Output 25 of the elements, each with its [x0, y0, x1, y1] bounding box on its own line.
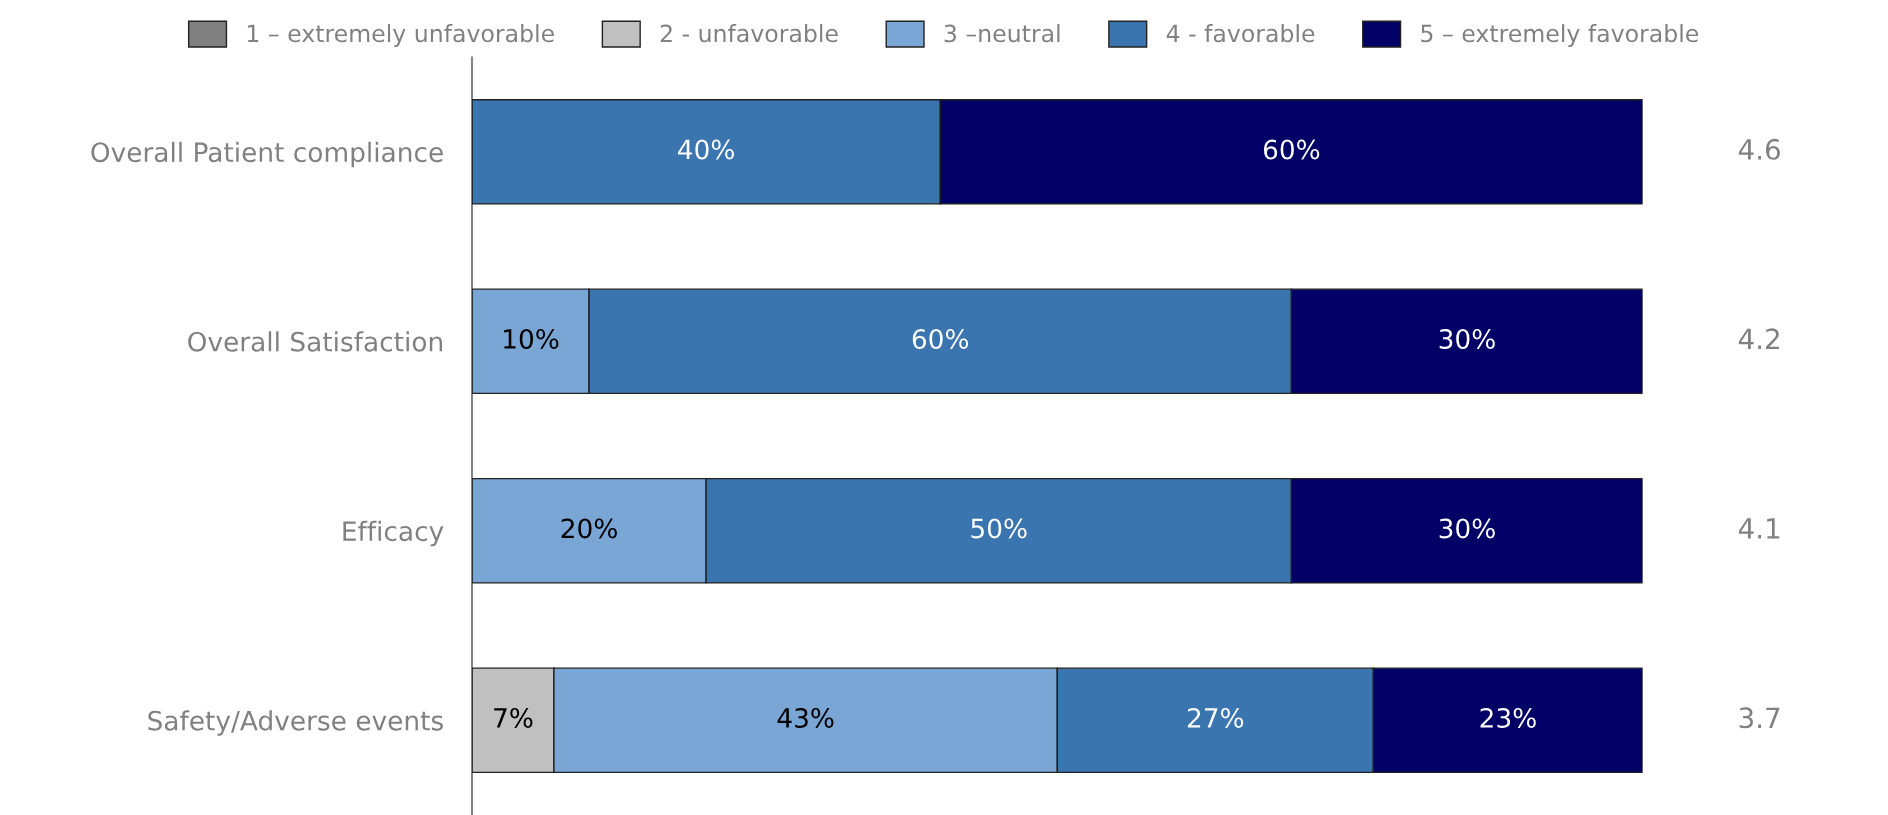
data-label: 50% — [971, 518, 1027, 539]
y-tick-label: Overall Patient compliance — [91, 141, 443, 168]
text: 4.6 — [1738, 138, 1780, 160]
data-label: 7% — [494, 707, 533, 728]
text: 3.7 — [1739, 707, 1780, 729]
y-tick-label: Efficacy — [343, 520, 444, 547]
data-label: 60% — [1263, 139, 1320, 160]
data-label: 40% — [678, 139, 734, 160]
data-label: 30% — [1439, 518, 1495, 539]
text: 4.1 — [1738, 518, 1780, 539]
data-label: 10% — [504, 328, 559, 349]
legend-label: 1 – extremely unfavorable — [247, 24, 554, 47]
data-label: 60% — [912, 328, 969, 349]
y-tick-label: Overall Satisfaction — [188, 331, 442, 352]
legend-label: 4 - favorable — [1166, 24, 1315, 43]
text: 4.2 — [1738, 328, 1779, 349]
legend-label: 2 - unfavorable — [660, 24, 838, 43]
data-label: 23% — [1480, 707, 1536, 728]
legend-label: 5 – extremely favorable — [1421, 24, 1699, 47]
data-label: 43% — [777, 707, 834, 728]
y-tick-label: Safety/Adverse events — [148, 710, 443, 736]
data-label: 30% — [1439, 328, 1495, 349]
legend-label: 3 –neutral — [944, 24, 1060, 43]
data-label: 20% — [561, 518, 617, 539]
data-label: 27% — [1187, 707, 1244, 728]
